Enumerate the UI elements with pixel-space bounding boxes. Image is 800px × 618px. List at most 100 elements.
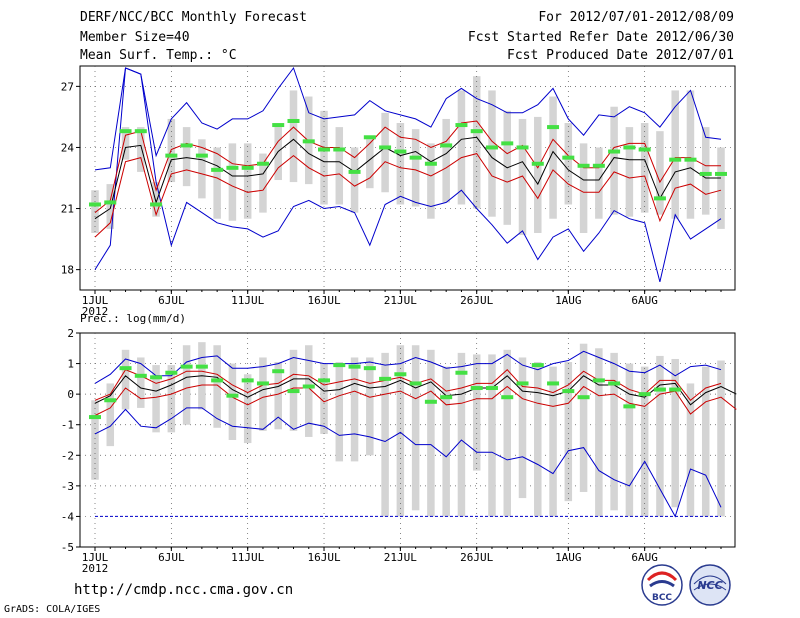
obs-marker bbox=[424, 399, 437, 404]
spread-box bbox=[686, 90, 695, 219]
obs-marker bbox=[608, 381, 621, 386]
forecast-period: For 2012/07/01-2012/08/09 bbox=[538, 10, 734, 25]
obs-marker bbox=[302, 384, 315, 389]
obs-marker bbox=[272, 123, 285, 128]
obs-marker bbox=[531, 161, 544, 166]
obs-marker bbox=[379, 376, 392, 381]
spread-box bbox=[488, 354, 496, 517]
spread-box bbox=[213, 147, 221, 219]
spread-box bbox=[228, 143, 237, 221]
spread-box bbox=[625, 127, 634, 217]
obs-marker bbox=[287, 118, 300, 123]
member-size: Member Size=40 bbox=[80, 30, 190, 45]
obs-marker bbox=[150, 202, 163, 207]
obs-marker bbox=[134, 373, 147, 378]
spread-box bbox=[564, 362, 573, 502]
obs-marker bbox=[623, 404, 636, 409]
plot-frame bbox=[79, 65, 736, 291]
x-tick-label: 6JUL bbox=[158, 294, 185, 307]
obs-marker bbox=[134, 129, 147, 134]
spread-box bbox=[625, 363, 634, 517]
obs-marker bbox=[455, 123, 468, 128]
y-tick-label: -5 bbox=[61, 541, 74, 554]
obs-marker bbox=[592, 378, 605, 383]
refer-date: Fcst Started Refer Date 2012/06/30 bbox=[467, 30, 734, 45]
spread-box bbox=[717, 360, 725, 517]
spread-box bbox=[106, 184, 115, 229]
median-line bbox=[94, 375, 737, 406]
obs-marker bbox=[501, 395, 514, 400]
obs-marker bbox=[195, 364, 208, 369]
plot-frame bbox=[79, 332, 736, 548]
lower-quartile-line bbox=[94, 384, 737, 416]
obs-marker bbox=[256, 161, 269, 166]
y-tick-label: -3 bbox=[61, 480, 74, 493]
spread-box bbox=[610, 106, 618, 215]
obs-marker bbox=[485, 145, 498, 150]
y-tick-label: -2 bbox=[61, 449, 74, 462]
obs-marker bbox=[562, 155, 575, 160]
obs-marker bbox=[272, 369, 285, 374]
obs-marker bbox=[89, 415, 101, 420]
spread-box bbox=[198, 139, 206, 199]
x-tick-sublabel: 2012 bbox=[82, 562, 109, 575]
source-url[interactable]: http://cmdp.ncc.cma.gov.cn bbox=[74, 582, 294, 598]
min-line bbox=[94, 66, 722, 171]
spread-box bbox=[152, 182, 160, 217]
obs-marker bbox=[394, 149, 407, 154]
obs-marker bbox=[501, 141, 514, 146]
obs-marker bbox=[440, 143, 453, 148]
spread-box bbox=[396, 123, 405, 205]
max-line bbox=[94, 350, 722, 384]
obs-marker bbox=[226, 393, 239, 398]
spread-box bbox=[717, 147, 725, 229]
x-tick-label: 26JUL bbox=[460, 551, 493, 564]
obs-marker bbox=[516, 145, 529, 150]
spread-box bbox=[640, 366, 649, 517]
spread-box bbox=[137, 127, 145, 172]
grads-credit: GrADS: COLA/IGES bbox=[4, 604, 101, 615]
x-tick-label: 11JUL bbox=[231, 294, 264, 307]
obs-marker bbox=[318, 147, 331, 152]
obs-marker bbox=[394, 372, 407, 377]
obs-marker bbox=[684, 157, 697, 162]
y-tick-label: 18 bbox=[61, 264, 74, 277]
obs-marker bbox=[226, 165, 239, 170]
spread-box bbox=[656, 131, 664, 215]
bcc-logo: BCC bbox=[641, 564, 683, 606]
obs-marker bbox=[318, 378, 331, 383]
obs-marker bbox=[241, 165, 254, 170]
spread-box bbox=[701, 127, 710, 215]
spread-box bbox=[259, 153, 267, 213]
obs-marker bbox=[715, 171, 727, 176]
obs-marker bbox=[485, 386, 498, 391]
obs-marker bbox=[516, 381, 529, 386]
spread-box bbox=[106, 383, 115, 447]
spread-box bbox=[335, 362, 344, 462]
y-tick-label: 1 bbox=[67, 358, 74, 371]
obs-marker bbox=[638, 147, 651, 152]
obs-marker bbox=[531, 363, 544, 368]
x-tick-label: 21JUL bbox=[384, 294, 417, 307]
spread-box bbox=[686, 383, 695, 517]
x-tick-label: 1AUG bbox=[555, 551, 582, 564]
spread-box bbox=[671, 90, 679, 219]
x-tick-label: 6AUG bbox=[631, 551, 658, 564]
spread-box bbox=[579, 143, 588, 233]
spread-box bbox=[381, 352, 389, 517]
obs-marker bbox=[547, 125, 560, 130]
spread-box bbox=[427, 143, 435, 219]
spread-box bbox=[427, 349, 435, 517]
spread-box bbox=[366, 357, 374, 456]
spread-box bbox=[289, 90, 298, 183]
obs-marker bbox=[470, 386, 483, 391]
spread-box bbox=[488, 90, 496, 217]
obs-marker bbox=[348, 364, 361, 369]
obs-marker bbox=[409, 381, 422, 386]
spread-box bbox=[381, 112, 389, 193]
spread-box bbox=[549, 96, 557, 219]
spread-box bbox=[411, 345, 420, 511]
